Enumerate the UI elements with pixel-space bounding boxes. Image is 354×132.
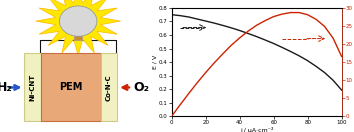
FancyBboxPatch shape [101, 53, 117, 121]
Text: PEM: PEM [59, 82, 82, 92]
Text: H₂: H₂ [0, 81, 12, 94]
Y-axis label: E / V: E / V [152, 55, 158, 69]
X-axis label: j / μA·cm⁻²: j / μA·cm⁻² [240, 127, 273, 132]
Polygon shape [36, 0, 120, 55]
Text: Co-N-C: Co-N-C [106, 74, 112, 101]
FancyBboxPatch shape [74, 36, 82, 40]
Text: O₂: O₂ [133, 81, 149, 94]
FancyBboxPatch shape [24, 53, 41, 121]
FancyBboxPatch shape [41, 53, 101, 121]
Text: Ni-CNT: Ni-CNT [30, 74, 35, 101]
Circle shape [59, 6, 97, 36]
